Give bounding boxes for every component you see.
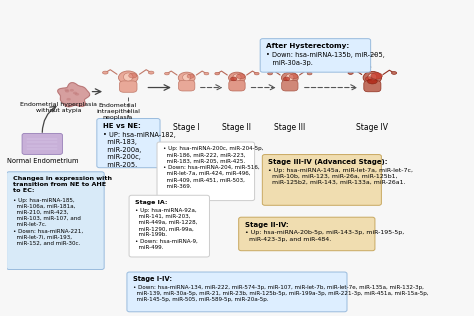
Text: Endometrial hyperplasia
without atypia: Endometrial hyperplasia without atypia [20, 102, 97, 113]
Text: • UP: hsa-miRNA-182,
  miR-183,
  miR-200a,
  miR-200c,
  miR-205.: • UP: hsa-miRNA-182, miR-183, miR-200a, … [103, 132, 175, 168]
Text: • Up: hsa-miRNA-185,
  miR-106a, miR-181a,
  miR-210, miR-423,
  miR-103, miR-10: • Up: hsa-miRNA-185, miR-106a, miR-181a,… [13, 198, 83, 246]
FancyBboxPatch shape [7, 172, 104, 270]
Text: Endometrial
intraepithelial
neoplasia: Endometrial intraepithelial neoplasia [96, 103, 140, 120]
Ellipse shape [233, 74, 241, 81]
Ellipse shape [255, 72, 259, 75]
Ellipse shape [286, 74, 294, 81]
Text: Stage I: Stage I [173, 123, 200, 132]
Ellipse shape [371, 73, 383, 79]
Ellipse shape [230, 77, 237, 81]
Ellipse shape [365, 77, 373, 81]
Text: Stage III-IV (Advanced Stage):: Stage III-IV (Advanced Stage): [268, 159, 388, 165]
Ellipse shape [368, 73, 377, 81]
Ellipse shape [283, 77, 290, 81]
FancyBboxPatch shape [179, 80, 195, 91]
Ellipse shape [65, 90, 69, 93]
FancyBboxPatch shape [157, 142, 255, 201]
FancyBboxPatch shape [22, 133, 63, 155]
Text: • Down: hsa-miRNA-134, miR-222, miR-574-3p, miR-107, miR-let-7b, miR-let-7e, miR: • Down: hsa-miRNA-134, miR-222, miR-574-… [133, 285, 428, 302]
Ellipse shape [73, 92, 77, 94]
FancyBboxPatch shape [129, 195, 210, 257]
Text: Stage I-IV:: Stage I-IV: [133, 276, 172, 283]
Ellipse shape [237, 74, 245, 79]
Ellipse shape [215, 72, 219, 75]
Ellipse shape [228, 72, 246, 83]
Ellipse shape [363, 71, 382, 84]
Text: Stage III: Stage III [274, 123, 305, 132]
Ellipse shape [148, 71, 154, 74]
FancyBboxPatch shape [364, 81, 381, 92]
Ellipse shape [118, 71, 138, 84]
Text: Stage II-IV:: Stage II-IV: [245, 222, 288, 228]
Text: • Up: hsa-miRNA-92a,
  miR-141, miR-203,
  miR-449a, miR-1228,
  miR-1290, miR-9: • Up: hsa-miRNA-92a, miR-141, miR-203, m… [135, 208, 198, 250]
Text: Normal Endometrium: Normal Endometrium [7, 158, 78, 164]
Ellipse shape [128, 73, 137, 78]
FancyBboxPatch shape [127, 272, 347, 312]
FancyBboxPatch shape [229, 80, 245, 91]
Text: • Up: hsa-miRNA-200c, miR-204-5p,
  miR-186, miR-222, miR-223,
  miR-183, miR-20: • Up: hsa-miRNA-200c, miR-204-5p, miR-18… [163, 146, 264, 189]
Ellipse shape [182, 74, 191, 81]
Ellipse shape [307, 72, 312, 75]
FancyBboxPatch shape [262, 155, 382, 205]
Text: Stage II: Stage II [222, 123, 252, 132]
Text: Stage IV: Stage IV [356, 123, 388, 132]
Ellipse shape [75, 93, 79, 96]
FancyBboxPatch shape [282, 80, 298, 91]
FancyBboxPatch shape [260, 39, 371, 72]
Ellipse shape [102, 71, 108, 74]
Ellipse shape [289, 74, 298, 79]
FancyBboxPatch shape [239, 217, 375, 251]
Ellipse shape [392, 72, 397, 74]
Text: After Hysterectomy:: After Hysterectomy: [266, 43, 349, 49]
FancyBboxPatch shape [119, 81, 137, 92]
Ellipse shape [178, 72, 195, 83]
Ellipse shape [66, 98, 71, 100]
Ellipse shape [204, 72, 209, 75]
Ellipse shape [164, 72, 169, 75]
Text: Changes in expression with
transition from NE to AHE
to EC:: Changes in expression with transition fr… [13, 176, 111, 193]
Text: • Up: hsa-miRNA-145a, miR-let-7a, miR-let-7c,
  miR-10b, miR-123, miR-26a, miR-1: • Up: hsa-miRNA-145a, miR-let-7a, miR-le… [268, 168, 413, 185]
Ellipse shape [282, 72, 298, 83]
FancyBboxPatch shape [97, 118, 160, 168]
Ellipse shape [367, 79, 377, 84]
Ellipse shape [187, 74, 194, 78]
Text: Stage IA:: Stage IA: [135, 200, 168, 205]
Ellipse shape [124, 73, 133, 81]
Text: • Up: hsa-miRNA-20b-5p, miR-143-3p, miR-195-5p,
  miR-423-3p, and miR-484.: • Up: hsa-miRNA-20b-5p, miR-143-3p, miR-… [245, 230, 404, 241]
Ellipse shape [348, 72, 353, 74]
Ellipse shape [64, 89, 69, 91]
Polygon shape [58, 83, 90, 107]
Text: HE vs NE:: HE vs NE: [103, 123, 141, 129]
Text: • Down: hsa-miRNA-135b, miR-205,
   miR-30a-3p.: • Down: hsa-miRNA-135b, miR-205, miR-30a… [266, 52, 385, 66]
Ellipse shape [70, 89, 74, 92]
Ellipse shape [268, 72, 273, 75]
